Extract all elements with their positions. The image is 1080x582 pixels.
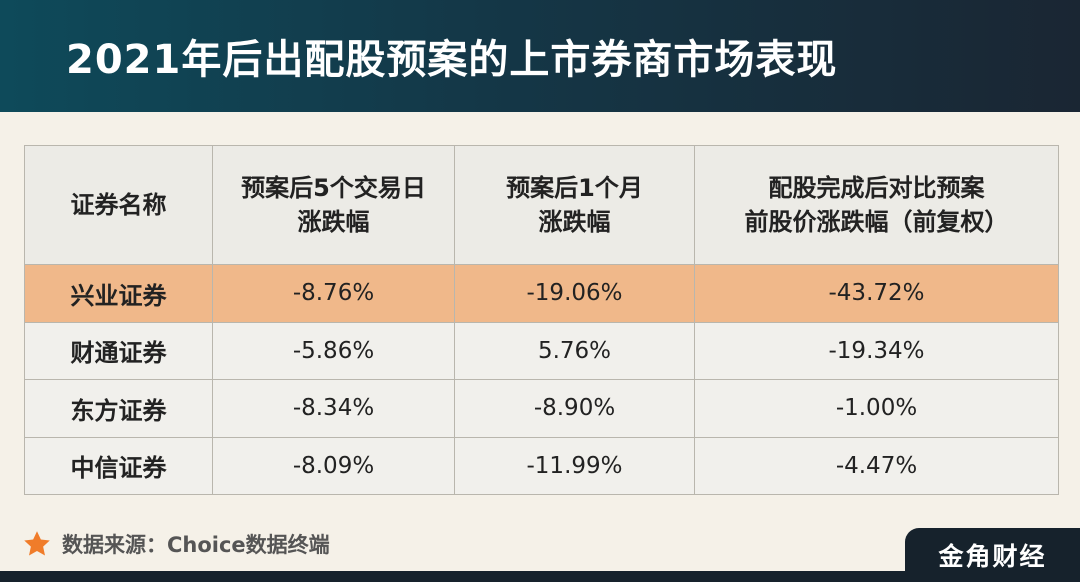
broker-name: 东方证券 (24, 379, 213, 438)
table-row: 财通证券 -5.86% 5.76% -19.34% (24, 321, 1059, 380)
header-line: 预案后1个月 (506, 174, 643, 202)
cell-1month-change: -11.99% (454, 436, 695, 495)
cell-1month-change: 5.76% (454, 321, 695, 380)
cell-post-rights-change: -43.72% (694, 264, 1059, 323)
cell-5day-change: -5.86% (212, 321, 455, 380)
header-line: 证券名称 (70, 191, 167, 219)
header-banner: 2021年后出配股预案的上市券商市场表现 (0, 0, 1080, 112)
cell-post-rights-change: -4.47% (694, 436, 1059, 495)
table-row: 中信证券 -8.09% -11.99% -4.47% (24, 436, 1059, 495)
column-header-5day: 预案后5个交易日 涨跌幅 (212, 145, 455, 265)
column-header-1month: 预案后1个月 涨跌幅 (454, 145, 695, 265)
header-line: 预案后5个交易日 (241, 174, 426, 202)
header-line: 涨跌幅 (297, 208, 370, 236)
cell-post-rights-change: -1.00% (694, 379, 1059, 438)
data-table: 证券名称 预案后5个交易日 涨跌幅 预案后1个月 涨跌幅 配股完成后对比预案 前… (24, 145, 1059, 495)
brand-name: 金角财经 (938, 542, 1047, 571)
cell-1month-change: -19.06% (454, 264, 695, 323)
broker-name: 中信证券 (24, 436, 213, 495)
cell-5day-change: -8.76% (212, 264, 455, 323)
cell-post-rights-change: -19.34% (694, 321, 1059, 380)
column-header-post-rights: 配股完成后对比预案 前股价涨跌幅（前复权） (694, 145, 1059, 265)
footer-bar (0, 571, 905, 582)
brand-logo: 金角财经 (905, 528, 1080, 582)
table-row: 东方证券 -8.34% -8.90% -1.00% (24, 379, 1059, 438)
cell-5day-change: -8.34% (212, 379, 455, 438)
source-note: 数据来源：Choice数据终端 (22, 526, 330, 562)
cell-5day-change: -8.09% (212, 436, 455, 495)
broker-name: 财通证券 (24, 321, 213, 380)
cell-1month-change: -8.90% (454, 379, 695, 438)
page-title: 2021年后出配股预案的上市券商市场表现 (66, 37, 838, 83)
table-row: 兴业证券 -8.76% -19.06% -43.72% (24, 264, 1059, 323)
header-line: 前股价涨跌幅（前复权） (744, 208, 1009, 236)
star-icon (24, 531, 50, 556)
header-line: 涨跌幅 (538, 208, 611, 236)
source-text: 数据来源：Choice数据终端 (62, 533, 330, 557)
table-header-row: 证券名称 预案后5个交易日 涨跌幅 预案后1个月 涨跌幅 配股完成后对比预案 前… (24, 145, 1059, 265)
header-line: 配股完成后对比预案 (768, 174, 985, 202)
broker-name: 兴业证券 (24, 264, 213, 323)
column-header-name: 证券名称 (24, 145, 213, 265)
